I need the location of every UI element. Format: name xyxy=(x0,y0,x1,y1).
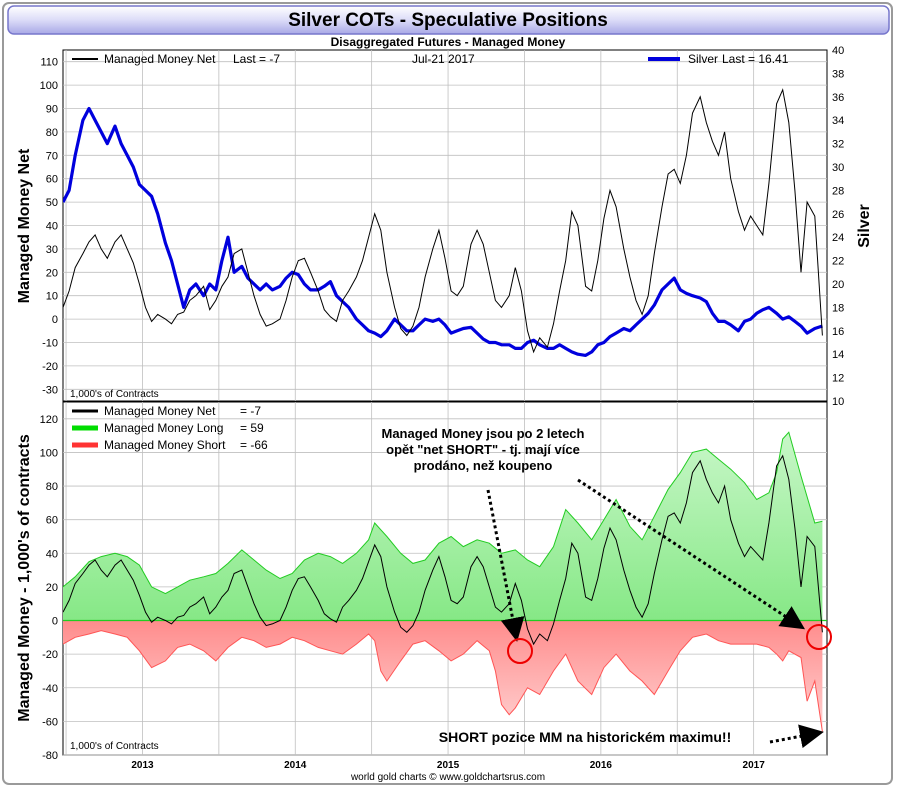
annotation-line-3: prodáno, než koupeno xyxy=(414,458,553,473)
bottom-lines xyxy=(63,431,827,732)
mm-short-area xyxy=(63,620,823,732)
bottom-y-axis-title: Managed Money - 1,000's of contracts xyxy=(16,434,33,722)
top-right-tick-label: 22 xyxy=(832,256,844,268)
top-left-tick-label: 40 xyxy=(46,221,58,233)
x-tick-label: 2017 xyxy=(743,760,766,771)
bottom-left-tick-label: -40 xyxy=(42,683,58,695)
bottom-left-tick-label: 20 xyxy=(46,582,58,594)
legend-last-mm-net: = -7 xyxy=(240,404,261,418)
top-y-axis-title: Managed Money Net xyxy=(16,148,33,303)
legend-label-silver: Silver xyxy=(688,52,718,66)
bottom-left-tick-label: 120 xyxy=(40,414,58,426)
mm-net-line-bottom xyxy=(63,454,823,646)
top-right-tick-label: 24 xyxy=(832,232,844,244)
chart-subtitle: Disaggregated Futures - Managed Money xyxy=(331,35,566,49)
top-left-tick-label: 100 xyxy=(40,80,58,92)
highlight-circle-2017 xyxy=(806,624,832,650)
title-bar xyxy=(7,5,890,35)
top-left-tick-label: 50 xyxy=(46,197,58,209)
top-y2-axis-title: Silver xyxy=(856,204,873,248)
annotation-arrow-short xyxy=(769,724,824,749)
top-units-note: 1,000's of Contracts xyxy=(70,389,159,400)
legend-last-mm-net-top: Last = -7 xyxy=(233,52,280,66)
mm-short-line xyxy=(63,630,823,732)
legend-last-mm-short: = -66 xyxy=(240,438,268,452)
legend-label-mm-net: Managed Money Net xyxy=(104,404,216,418)
top-right-tick-label: 16 xyxy=(832,326,844,338)
top-right-tick-label: 20 xyxy=(832,279,844,291)
bottom-left-tick-label: -60 xyxy=(42,716,58,728)
top-right-tick-label: 28 xyxy=(832,185,844,197)
top-left-tick-label: 20 xyxy=(46,267,58,279)
legend-label-mm-short: Managed Money Short xyxy=(104,438,226,452)
top-right-tick-label: 26 xyxy=(832,209,844,221)
highlight-circle-2015 xyxy=(507,638,533,664)
top-right-tick-label: 38 xyxy=(832,68,844,80)
top-right-tick-label: 14 xyxy=(832,349,844,361)
top-right-tick-label: 10 xyxy=(832,396,844,408)
legend-label-mm-long: Managed Money Long xyxy=(104,421,223,435)
top-right-axis-ticks: 40 38 36 34 32 30 28 26 24 22 20 18 16 14 12 10 xyxy=(832,45,844,408)
top-gridlines xyxy=(63,50,827,401)
bottom-units-note: 1,000's of Contracts xyxy=(70,741,159,752)
top-right-tick-label: 12 xyxy=(832,373,844,385)
top-right-tick-label: 32 xyxy=(832,139,844,151)
x-tick-label: 2013 xyxy=(131,760,154,771)
mm-long-area xyxy=(63,432,823,621)
x-tick-label: 2015 xyxy=(437,760,460,771)
top-right-tick-label: 40 xyxy=(832,45,844,57)
top-lines xyxy=(63,88,823,357)
bottom-left-tick-label: -20 xyxy=(42,649,58,661)
bottom-left-tick-label: -80 xyxy=(42,750,58,762)
top-left-tick-label: -20 xyxy=(42,361,58,373)
footer-credit: world gold charts © www.goldchartsrus.co… xyxy=(350,772,545,783)
top-left-tick-label: 90 xyxy=(46,104,58,116)
legend-last-silver: Last = 16.41 xyxy=(722,52,789,66)
bottom-left-tick-label: 80 xyxy=(46,481,58,493)
top-left-tick-label: 10 xyxy=(46,291,58,303)
top-left-tick-label: -30 xyxy=(42,384,58,396)
bottom-left-tick-label: 40 xyxy=(46,548,58,560)
x-tick-label: 2016 xyxy=(590,760,613,771)
top-left-tick-label: 30 xyxy=(46,244,58,256)
top-left-tick-label: 60 xyxy=(46,174,58,186)
legend-label-mm-net-top: Managed Money Net xyxy=(104,52,216,66)
x-axis-ticks: 2013 2014 2015 2016 2017 xyxy=(131,760,765,771)
bottom-areas xyxy=(63,432,823,732)
mm-long-line xyxy=(63,431,823,595)
top-left-tick-label: 110 xyxy=(40,57,58,69)
bottom-left-tick-label: 0 xyxy=(52,616,58,628)
x-tick-label: 2014 xyxy=(284,760,307,771)
bottom-left-axis-ticks: 120 100 80 60 40 20 0 -20 -40 -60 -80 xyxy=(40,414,58,762)
annotation-arrow-right xyxy=(577,478,806,630)
bottom-left-tick-label: 100 xyxy=(40,447,58,459)
top-left-tick-label: 70 xyxy=(46,150,58,162)
top-left-tick-label: 0 xyxy=(52,314,58,326)
annotation-line-1: Managed Money jsou po 2 letech xyxy=(382,426,585,441)
silver-price-line xyxy=(63,106,823,357)
annotation-short-max: SHORT pozice MM na historickém maximu!! xyxy=(439,729,732,745)
annotation-arrow-left xyxy=(486,489,525,642)
chart-title: Silver COTs - Speculative Positions xyxy=(288,10,608,31)
top-right-tick-label: 34 xyxy=(832,115,844,127)
annotation-line-2: opět "net SHORT" - tj. mají více xyxy=(386,442,580,457)
top-left-tick-label: 80 xyxy=(46,127,58,139)
legend-last-mm-long: = 59 xyxy=(240,421,264,435)
top-left-tick-label: -10 xyxy=(42,338,58,350)
bottom-left-tick-label: 60 xyxy=(46,515,58,527)
top-right-tick-label: 18 xyxy=(832,302,844,314)
top-date-label: Jul-21 2017 xyxy=(412,52,475,66)
top-right-tick-label: 30 xyxy=(832,162,844,174)
mm-net-line-top xyxy=(63,88,823,354)
top-right-tick-label: 36 xyxy=(832,92,844,104)
